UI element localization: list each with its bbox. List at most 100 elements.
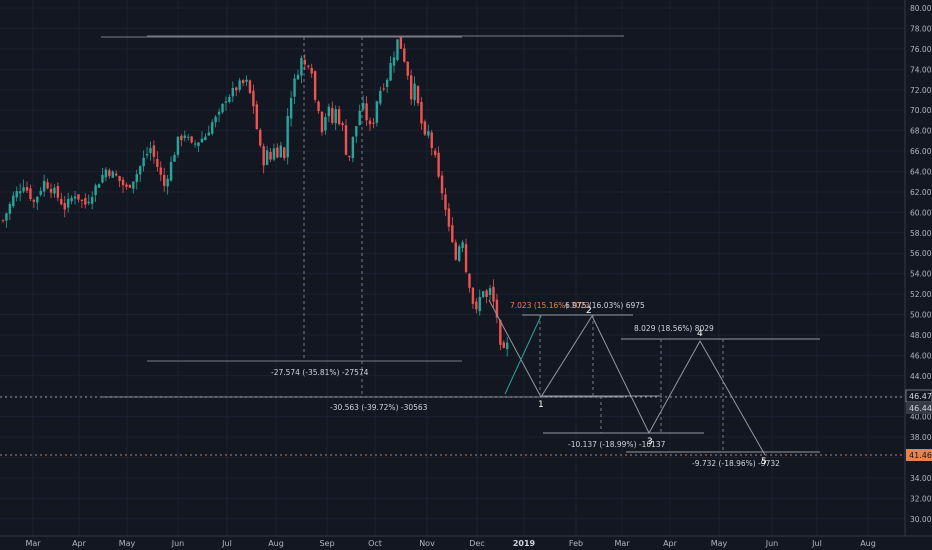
price-badge-current-text: 46.443 [909, 404, 932, 413]
candle-body [211, 122, 214, 134]
x-tick-3: Jun [171, 539, 185, 548]
candle-body [389, 63, 392, 81]
x-tick-4: Jul [221, 539, 232, 548]
candle-body [286, 115, 289, 158]
y-tick-21: 72.000 [910, 86, 932, 95]
x-tick-6: Sep [319, 539, 334, 548]
candle-body [262, 146, 265, 166]
candle-body [433, 150, 437, 156]
candle-body [231, 87, 235, 97]
price-scale[interactable]: 30.00032.00034.00036.00038.00040.00042.0… [904, 0, 932, 536]
candle-body [482, 291, 485, 298]
candle-body [296, 74, 300, 80]
candle-body [403, 48, 406, 62]
candle-body [248, 80, 252, 93]
candle-body [293, 78, 296, 97]
price-badge-level-2-text: 41.464 [909, 451, 932, 460]
candle-body [303, 59, 307, 65]
y-tick-16: 62.000 [910, 188, 932, 197]
candle-body [331, 107, 334, 123]
candle-body [235, 87, 238, 91]
candle-body [379, 90, 382, 104]
candle-body [351, 136, 355, 159]
drawing-tools[interactable]: -27.574 (-35.81%) -27574 -30.563 (-39.72… [0, 35, 905, 468]
wave-number-1: 1 [538, 400, 544, 410]
y-tick-10: 50.000 [910, 311, 932, 320]
candle-body [221, 103, 224, 113]
candle-body [485, 290, 488, 297]
candle-body [464, 244, 468, 273]
candle-body [217, 111, 221, 115]
candle-body [204, 136, 207, 141]
wave-up-label-red: 7.023 (15.16%) 7023 [510, 301, 590, 310]
candle-body [149, 148, 152, 153]
candle-body [375, 101, 379, 123]
price-badge-level-1-text: 46.478 [909, 392, 932, 401]
candle-body [163, 175, 166, 186]
candle-body [320, 111, 324, 133]
wave-number-4: 4 [697, 329, 703, 339]
candle-body [190, 136, 193, 143]
candle-body [272, 148, 276, 160]
candle-body [60, 198, 63, 205]
candle-body [84, 198, 87, 205]
candle-body [70, 197, 73, 202]
candle-body [1, 220, 5, 222]
fib-label-1: -27.574 (-35.81%) -27574 [271, 368, 369, 377]
candle-body [461, 242, 464, 249]
candle-body [385, 79, 389, 87]
candle-body [310, 67, 313, 74]
time-scale[interactable]: Mar Apr May Jun Jul Aug Sep Oct Nov Dec 2019 Feb Mar… [0, 535, 932, 548]
candle-body [104, 169, 108, 178]
x-tick-12: Mar [614, 539, 630, 548]
candle-body [94, 185, 97, 196]
candle-body [8, 204, 12, 214]
y-tick-8: 46.000 [910, 351, 932, 360]
candle-body [259, 129, 262, 146]
candle-body [53, 187, 56, 194]
y-tick-22: 74.000 [910, 65, 932, 74]
candle-body [22, 187, 25, 192]
x-tick-0: Mar [25, 539, 41, 548]
candle-body [365, 103, 368, 121]
candle-body [372, 122, 375, 124]
x-tick-2: May [119, 539, 136, 548]
x-tick-13: Apr [663, 539, 678, 548]
candle-body [187, 136, 190, 138]
candle-body [49, 188, 53, 193]
candle-body [471, 287, 475, 304]
y-tick-17: 64.000 [910, 168, 932, 177]
candle-body [108, 170, 111, 176]
candle-body [427, 131, 430, 136]
candle-body [334, 109, 337, 124]
candle-body [307, 65, 310, 67]
candle-body [502, 342, 505, 348]
y-tick-9: 48.000 [910, 331, 932, 340]
x-tick-7: Oct [368, 539, 382, 548]
candle-body [317, 101, 320, 112]
candle-body [159, 167, 162, 175]
candle-body [87, 201, 90, 204]
x-tick-5: Aug [268, 539, 284, 548]
candle-body [506, 342, 509, 350]
wave-path[interactable] [488, 299, 766, 456]
y-tick-11: 52.000 [910, 290, 932, 299]
candle-body [341, 123, 344, 126]
candle-body [324, 117, 327, 131]
candle-body [245, 79, 248, 82]
candle-body [337, 109, 341, 125]
wave-up-label-white: 6.975 (16.03%) 6975 [565, 301, 645, 310]
candle-body [25, 187, 29, 191]
candle-body [420, 101, 423, 124]
candle-body [90, 197, 94, 204]
candle-body [132, 181, 135, 189]
candle-body [173, 154, 176, 162]
candle-body [358, 110, 361, 126]
wave-up-segment [504, 315, 542, 395]
candle-body [327, 106, 331, 117]
candle-body [368, 120, 372, 125]
candle-body [454, 242, 457, 260]
wave-down-label-2: -9.732 (-18.96%) -9732 [692, 459, 780, 468]
candle-body [255, 104, 259, 130]
